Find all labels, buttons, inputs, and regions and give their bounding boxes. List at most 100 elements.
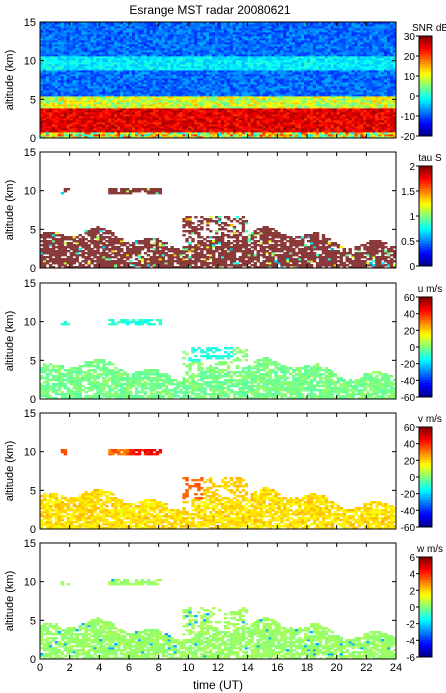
colorbar-step: [419, 429, 432, 433]
colorbar-step: [419, 63, 432, 67]
x-tick-label: 14: [242, 662, 254, 674]
colorbar-step: [419, 362, 432, 365]
colorbar-tick-label: 40: [404, 440, 416, 451]
colorbar-step: [419, 374, 432, 378]
colorbar-step: [419, 111, 432, 114]
colorbar-step: [419, 168, 432, 172]
colorbar-step: [419, 447, 432, 450]
colorbar-step: [419, 263, 432, 267]
colorbar-step: [419, 557, 432, 560]
colorbar-step: [419, 181, 432, 184]
colorbar-step: [419, 372, 432, 375]
colorbar-step: [419, 251, 432, 254]
x-tick-label: 2: [67, 662, 73, 674]
colorbar-step: [419, 487, 432, 490]
colorbar-step: [419, 327, 432, 330]
colorbar-step: [419, 113, 432, 117]
colorbar-tick-label: 1: [409, 212, 415, 223]
colorbar-step: [419, 604, 432, 608]
colorbar-step: [419, 472, 432, 475]
colorbar-u: u m/s -60 -40 -20 0 20 40 60: [401, 284, 443, 404]
colorbar-step: [419, 434, 432, 438]
colorbar-step: [419, 53, 432, 57]
colorbar-step: [419, 317, 432, 320]
colorbar-step: [419, 258, 432, 262]
y-tick-label: 10: [24, 56, 36, 68]
colorbar-SNR: SNR dB -20 -10 0 10 20 30: [401, 23, 446, 143]
colorbar-step: [419, 176, 432, 179]
colorbar-step: [419, 482, 432, 485]
colorbar-step: [419, 627, 432, 630]
colorbar-step: [419, 354, 432, 358]
colorbar-step: [419, 394, 432, 398]
colorbar-step: [419, 519, 432, 523]
colorbar-tick-label: 40: [404, 310, 416, 321]
colorbar-tick-label: 1.5: [401, 187, 415, 198]
colorbar-step: [419, 569, 432, 573]
colorbar-step: [419, 652, 432, 655]
y-tick-label: 0: [30, 133, 36, 145]
y-tick-label: 15: [24, 147, 36, 159]
x-tick-label: 10: [182, 662, 194, 674]
colorbar-tick-label: -60: [401, 393, 416, 404]
colorbar-step: [419, 462, 432, 465]
y-tick-label: 0: [30, 263, 36, 275]
colorbar-tick-label: 6: [409, 553, 415, 564]
colorbar-tick-label: 0: [409, 92, 415, 103]
colorbar-step: [419, 344, 432, 348]
colorbar-step: [419, 173, 432, 177]
colorbar-step: [419, 512, 432, 515]
colorbar-step: [419, 464, 432, 468]
colorbar-step: [419, 211, 432, 214]
colorbar-tick-label: -40: [401, 376, 416, 387]
colorbar-step: [419, 186, 432, 189]
y-axis-label: altitude (km): [4, 571, 16, 632]
colorbar-label: SNR dB: [412, 23, 446, 34]
colorbar-tick-label: -20: [401, 360, 416, 371]
colorbar-step: [419, 93, 432, 97]
colorbar-tick-label: -10: [401, 112, 416, 123]
colorbar-tick-label: 60: [404, 293, 416, 304]
colorbar-step: [419, 382, 432, 385]
colorbar-step: [419, 632, 432, 635]
colorbar-step: [419, 241, 432, 244]
colorbar-v: v m/s -60 -40 -20 0 20 40 60: [401, 414, 442, 534]
colorbar-step: [419, 522, 432, 525]
y-axis-label: altitude (km): [4, 441, 16, 502]
colorbar-step: [419, 246, 432, 249]
colorbar-step: [419, 297, 432, 300]
colorbar-step: [419, 337, 432, 340]
colorbar-step: [419, 619, 432, 623]
colorbar-step: [419, 201, 432, 204]
colorbar-tick-label: 10: [404, 72, 416, 83]
colorbar-step: [419, 73, 432, 77]
heatmap-u: [40, 319, 396, 399]
colorbar-step: [419, 118, 432, 122]
colorbar-step: [419, 444, 432, 448]
colorbar-step: [419, 314, 432, 318]
colorbar-step: [419, 51, 432, 54]
y-tick-label: 0: [30, 654, 36, 666]
colorbar-step: [419, 66, 432, 69]
y-tick-label: 5: [30, 615, 36, 627]
colorbar-step: [419, 46, 432, 49]
colorbar-label: u m/s: [418, 284, 442, 295]
panel-v: 0 5 10 15 altitude (km) v m/s -60 -40 -20 0 20 40 60: [4, 408, 442, 536]
y-tick-label: 5: [30, 485, 36, 497]
colorbar-tick-label: 20: [404, 326, 416, 337]
colorbar-tick-label: 0: [409, 343, 415, 354]
colorbar-step: [419, 389, 432, 393]
colorbar-step: [419, 384, 432, 388]
y-axis-label: altitude (km): [4, 50, 16, 111]
colorbar-step: [419, 432, 432, 435]
colorbar-step: [419, 624, 432, 628]
x-tick-label: 20: [331, 662, 343, 674]
colorbar-step: [419, 191, 432, 194]
colorbar-step: [419, 342, 432, 345]
colorbar-label: tau S: [418, 153, 442, 164]
y-tick-label: 0: [30, 524, 36, 536]
colorbar-step: [419, 517, 432, 520]
colorbar-step: [419, 377, 432, 380]
